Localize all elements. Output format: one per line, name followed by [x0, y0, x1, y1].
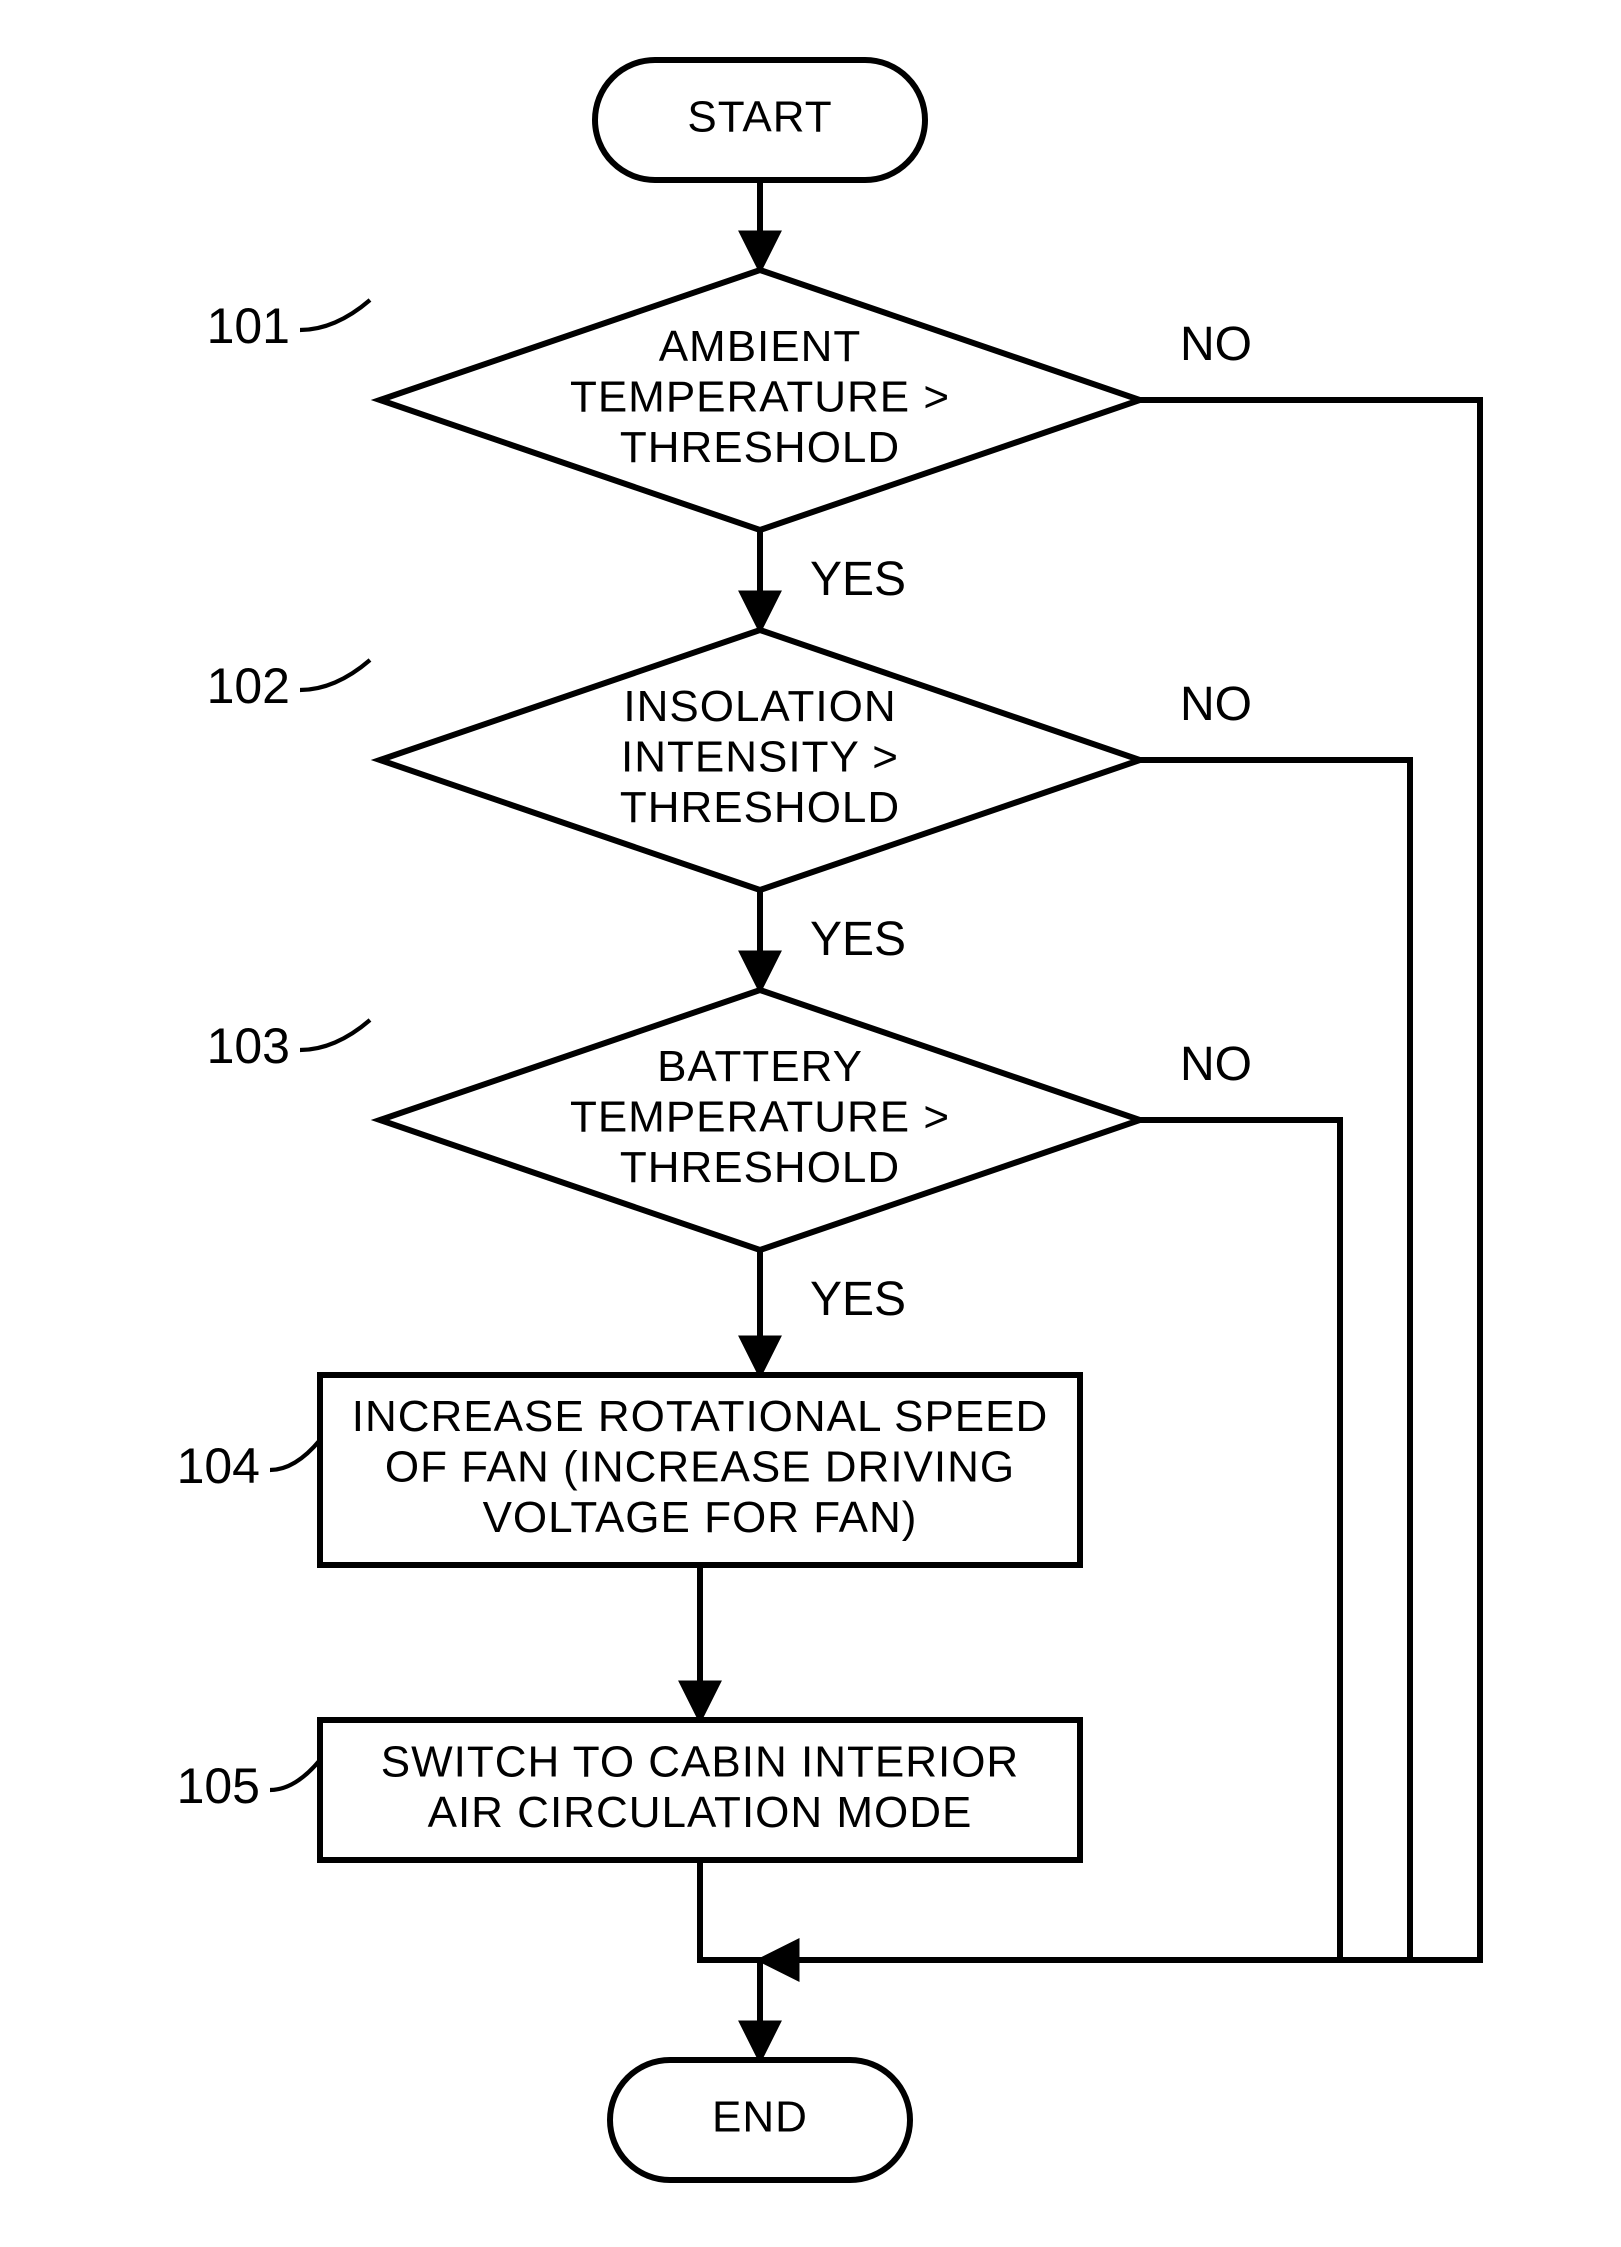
node-text: AMBIENT — [659, 322, 862, 371]
edge-label: NO — [1180, 318, 1252, 371]
ref-number: 103 — [207, 1018, 290, 1074]
node-text: INTENSITY > — [621, 733, 899, 782]
ref-number: 101 — [207, 298, 290, 354]
ref-number: 102 — [207, 658, 290, 714]
flowchart-svg: YESYESYESNONONOSTARTAMBIENTTEMPERATURE >… — [0, 0, 1621, 2247]
node-start: START — [595, 60, 925, 180]
edge-label: NO — [1180, 1038, 1252, 1091]
node-text: VOLTAGE FOR FAN) — [483, 1493, 918, 1542]
node-text: OF FAN (INCREASE DRIVING — [385, 1443, 1015, 1492]
node-text: START — [687, 93, 832, 142]
node-text: THRESHOLD — [620, 1143, 900, 1192]
node-text: THRESHOLD — [620, 423, 900, 472]
node-text: BATTERY — [657, 1042, 863, 1091]
edge-label: YES — [810, 553, 906, 606]
edge-label: YES — [810, 1273, 906, 1326]
node-text: SWITCH TO CABIN INTERIOR — [381, 1737, 1019, 1786]
ref-number: 104 — [177, 1438, 260, 1494]
node-text: INSOLATION — [623, 682, 896, 731]
node-text: INCREASE ROTATIONAL SPEED — [352, 1392, 1049, 1441]
node-text: TEMPERATURE > — [570, 1093, 950, 1142]
ref-number: 105 — [177, 1758, 260, 1814]
node-text: AIR CIRCULATION MODE — [428, 1788, 973, 1837]
node-text: TEMPERATURE > — [570, 373, 950, 422]
node-text: END — [712, 2093, 808, 2142]
node-text: THRESHOLD — [620, 783, 900, 832]
node-end: END — [610, 2060, 910, 2180]
edge-label: NO — [1180, 678, 1252, 731]
edge-label: YES — [810, 913, 906, 966]
